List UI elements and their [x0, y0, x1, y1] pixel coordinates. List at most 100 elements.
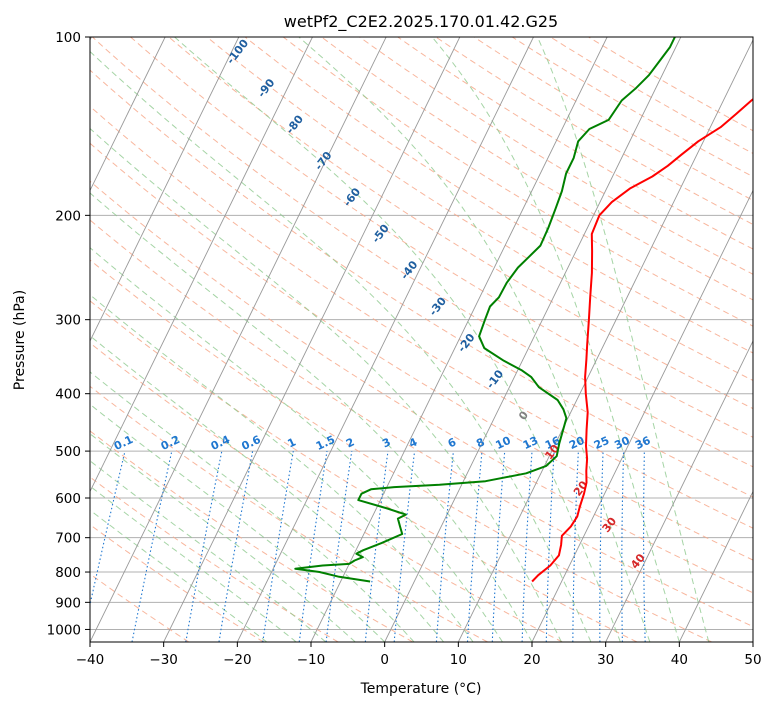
isotherm-line [164, 37, 460, 642]
y-tick-label: 1000 [47, 622, 81, 638]
isotherm-label: -20 [455, 331, 478, 355]
mixing-ratio-label: 30 [612, 434, 632, 452]
mixing-ratio-label: 0.1 [112, 433, 135, 453]
dry-adiabat-line [131, 37, 775, 642]
plot-frame [90, 37, 753, 642]
dry-adiabat-line [589, 37, 775, 642]
isotherm-label: -30 [427, 294, 450, 318]
y-tick-label: 100 [55, 30, 81, 46]
moist-adiabat-line [0, 37, 414, 642]
x-tick-label: 50 [744, 652, 761, 668]
isotherm-label: -80 [284, 112, 307, 136]
x-tick-label: −30 [149, 652, 178, 668]
y-tick-label: 600 [55, 491, 81, 507]
dry-adiabat-line [474, 37, 775, 642]
isotherm-label: -10 [484, 367, 507, 391]
isotherm-label: 30 [600, 515, 620, 535]
mixing-ratio-line [326, 451, 352, 642]
isotherm-label: 40 [628, 551, 648, 571]
chart-title: wetPf2_C2E2.2025.170.01.42.G25 [284, 12, 558, 32]
mixing-ratio-line [263, 451, 294, 642]
mixing-ratio-line [436, 451, 453, 642]
x-tick-label: −40 [76, 652, 105, 668]
mixing-ratio-line [600, 451, 603, 642]
mixing-ratio-line [365, 451, 388, 642]
dry-adiabat-line [245, 37, 775, 642]
isotherm-line [0, 37, 239, 642]
dry-adiabat-line [0, 37, 264, 642]
dry-adiabat-line [321, 37, 775, 642]
dry-adiabat-line [360, 37, 775, 642]
x-axis: −40 −30 −20 −10 0 10 20 30 40 50 [76, 642, 762, 668]
mixing-ratio-label: 20 [567, 434, 587, 452]
mixing-ratio-line [186, 451, 222, 642]
moist-adiabat-line [0, 37, 532, 642]
isotherm-line [532, 37, 775, 642]
isotherm-line [16, 37, 312, 642]
series-layer [295, 37, 775, 582]
y-tick-label: 400 [55, 387, 81, 403]
x-tick-label: 0 [380, 652, 389, 668]
mixing-ratio-line [622, 451, 624, 642]
dry-adiabat-line [0, 37, 775, 642]
background-lines [0, 37, 775, 642]
y-axis: 100 200 300 400 500 600 700 800 900 1000 [47, 30, 90, 638]
isotherm-line [90, 37, 386, 642]
mixing-ratio-label: 10 [494, 434, 514, 452]
dry-adiabat-line [512, 37, 775, 642]
mixing-ratio-line [468, 451, 483, 642]
x-tick-label: −20 [223, 652, 252, 668]
dry-adiabat-line [0, 37, 775, 642]
mixing-ratio-label: 1 [286, 435, 298, 450]
moist-adiabat-line [0, 37, 296, 642]
x-axis-label: Temperature (°C) [360, 681, 482, 697]
x-tick-label: −10 [297, 652, 326, 668]
dry-adiabat-line [283, 37, 775, 642]
isotherm-line [753, 37, 775, 642]
profile-line-0 [532, 37, 775, 582]
mixing-ratio-line [573, 451, 579, 642]
dry-adiabat-line [0, 37, 413, 642]
x-tick-label: 10 [450, 652, 467, 668]
x-tick-label: 20 [523, 652, 540, 668]
mixing-ratio-line [394, 451, 414, 642]
moist-adiabat-line [0, 37, 326, 642]
isotherm-line [311, 37, 607, 642]
mixing-ratio-line [219, 451, 253, 642]
mixing-ratio-label: 2 [344, 435, 356, 450]
dry-adiabat-line [550, 37, 775, 642]
y-tick-label: 800 [55, 565, 81, 581]
y-tick-label: 500 [55, 444, 81, 460]
isotherm-label: -70 [312, 149, 335, 173]
x-tick-label: 30 [597, 652, 614, 668]
y-tick-label: 200 [55, 208, 81, 224]
isotherm-label: -100 [224, 37, 251, 67]
profile-line-1 [295, 37, 675, 582]
mixing-ratio-line [644, 451, 646, 642]
mixing-ratio-label: 0.2 [159, 433, 182, 453]
moist-adiabat-line [0, 37, 473, 642]
isotherm-line [606, 37, 775, 642]
dry-adiabat-line [0, 37, 637, 642]
mixing-ratio-label: 0.6 [240, 433, 263, 453]
isotherm-label: 0 [516, 408, 531, 422]
mixing-ratio-label: 4 [407, 435, 420, 450]
isotherm-label: 20 [571, 478, 591, 498]
mixing-ratio-label: 36 [633, 434, 653, 452]
moist-adiabat-line [0, 37, 355, 642]
moist-adiabat-line [0, 37, 503, 642]
y-tick-label: 900 [55, 595, 81, 611]
isotherm-label: -90 [255, 76, 278, 100]
moist-adiabat-line [0, 37, 267, 642]
dry-adiabat-line [0, 37, 775, 642]
dry-adiabat-line [16, 37, 775, 642]
x-tick-label: 40 [671, 652, 688, 668]
mixing-ratio-line [82, 451, 125, 642]
moist-adiabat-line [0, 37, 444, 642]
isotherm-label: -60 [341, 185, 364, 209]
isotherm-label: -40 [398, 258, 421, 282]
isotherm-line [458, 37, 754, 642]
y-axis-label: Pressure (hPa) [12, 290, 28, 390]
mixing-ratio-label: 0.4 [209, 433, 232, 453]
